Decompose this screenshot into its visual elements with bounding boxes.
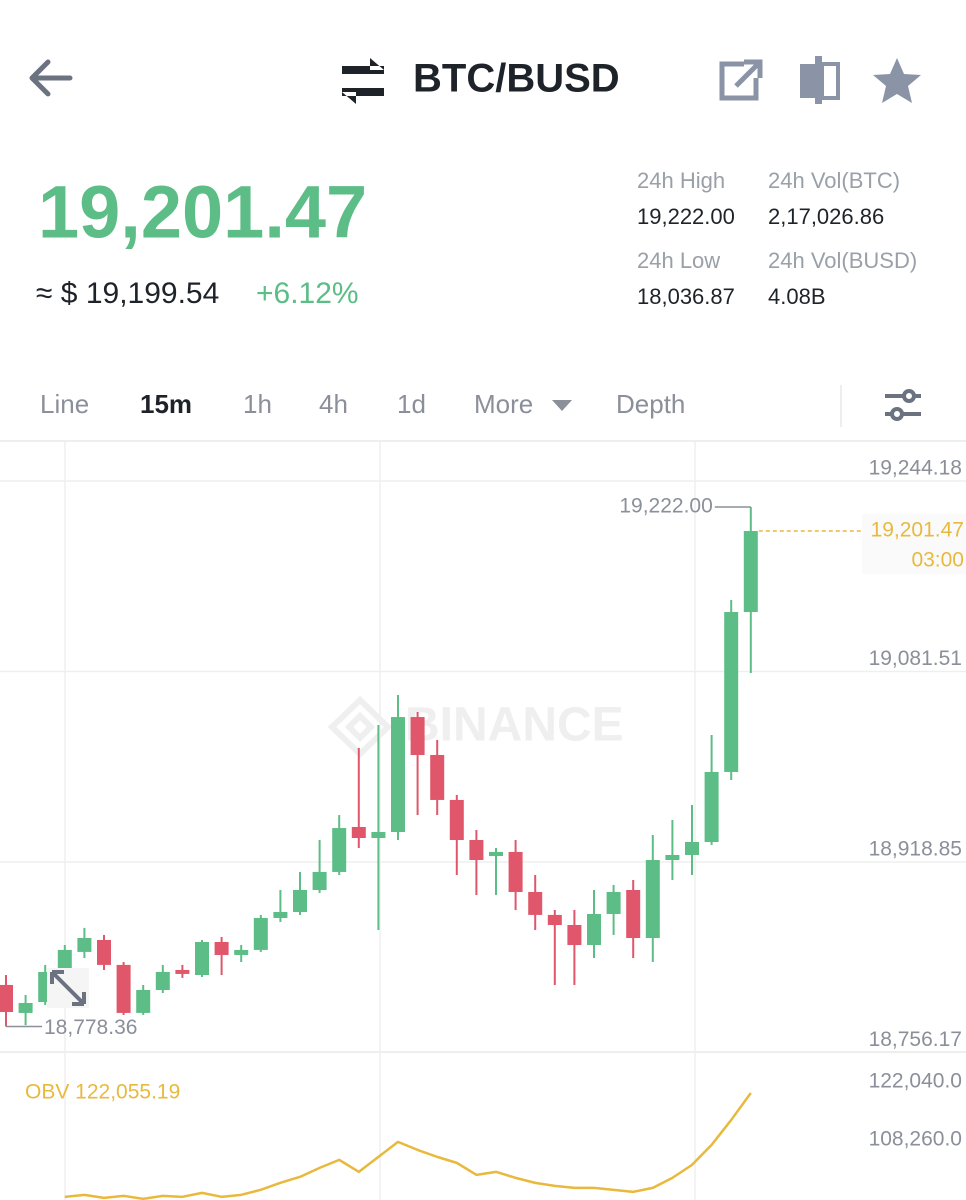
watermark-diamond (344, 711, 376, 743)
back-button[interactable] (29, 59, 73, 97)
compare-button[interactable] (800, 56, 840, 104)
candle-body (116, 964, 131, 1013)
fiat-price: ≈ $ 19,199.54 (36, 277, 219, 310)
candle-body (724, 612, 739, 772)
tab[interactable]: Depth (616, 389, 685, 419)
candle-body (685, 841, 699, 855)
candle-body (665, 854, 680, 861)
candle-body (743, 531, 758, 613)
high-label: 19,222.00 (619, 495, 712, 518)
pair-title: BTC/BUSD (413, 57, 620, 101)
candle-body (312, 871, 327, 890)
candle-body (587, 913, 601, 946)
candle-body (234, 949, 249, 955)
countdown-label: 03:00 (911, 549, 964, 572)
candle-body (391, 717, 405, 833)
candle-body (547, 914, 562, 925)
candle-body (18, 1002, 33, 1013)
watermark-logo (327, 695, 393, 759)
stat-label: 24h Vol(BUSD) (768, 248, 917, 273)
candle-body (351, 826, 366, 838)
swap-top (342, 58, 384, 74)
share-box (719, 61, 759, 101)
candle-body (57, 949, 72, 970)
candle-body (410, 717, 425, 755)
tab[interactable]: Line (40, 389, 89, 419)
expand-button[interactable] (47, 968, 89, 1008)
candle-body (567, 924, 582, 946)
obv-tick-label: 122,040.0 (869, 1070, 962, 1093)
compare-bar (815, 56, 822, 104)
candle-body (97, 939, 111, 965)
last-price-tag (862, 514, 966, 575)
candle-body (371, 832, 386, 838)
stat-label: 24h High (637, 168, 725, 193)
candle-body (253, 917, 268, 950)
low-label: 18,778.36 (44, 1016, 137, 1039)
candle-body (136, 989, 151, 1013)
tab[interactable]: 1h (243, 389, 272, 419)
tab[interactable]: More (474, 389, 533, 419)
compare-left (800, 64, 816, 98)
candle-body (528, 891, 543, 915)
candle-body (155, 971, 170, 990)
last-price-label: 19,201.47 (871, 519, 964, 542)
chart-layer: 19,244.18 19,081.51 18,918.85 18,756.17 19,2… (0, 457, 966, 1200)
tab[interactable]: 1d (397, 389, 426, 419)
obv-tick-label: 108,260.0 (869, 1127, 962, 1150)
candle-body (449, 799, 464, 840)
swap-bottom (342, 88, 384, 104)
candle-body (704, 771, 719, 842)
candle-body (606, 891, 621, 914)
settings-knob (890, 407, 904, 421)
candle-body (469, 839, 484, 861)
dropdown-caret (552, 400, 572, 411)
swap-button[interactable] (342, 58, 384, 104)
last-price: 19,201.47 (38, 171, 367, 254)
stat-value: 19,222.00 (637, 204, 735, 229)
price-change: +6.12% (256, 277, 359, 310)
favorite-button[interactable] (873, 58, 921, 103)
share-button[interactable] (719, 59, 763, 101)
y-tick-label: 18,918.85 (869, 837, 962, 860)
candle-body (489, 851, 503, 857)
tab[interactable]: 4h (319, 389, 348, 419)
obv-label: OBV 122,055.19 (25, 1081, 180, 1104)
candle-body (332, 828, 347, 872)
candle-body (293, 889, 307, 912)
candle-body (0, 984, 13, 1012)
back-arrow (29, 59, 73, 97)
stat-label: 24h Low (637, 248, 720, 273)
candle-body (626, 889, 641, 938)
candle-body (645, 860, 660, 938)
settings-knob (902, 389, 916, 403)
stat-value: 4.08B (768, 284, 826, 309)
candle-body (214, 941, 229, 955)
stat-value: 18,036.87 (637, 284, 735, 309)
candle-body (175, 969, 190, 974)
stat-value: 2,17,026.86 (768, 204, 884, 229)
share-arrow (734, 59, 763, 88)
candle-body (508, 851, 523, 892)
tab[interactable]: 15m (140, 389, 192, 419)
expand-arrow (50, 970, 86, 1006)
obv-line (64, 1092, 752, 1200)
indicator-settings[interactable] (885, 389, 921, 421)
watermark: BINANCE (405, 699, 624, 752)
candle-body (195, 941, 209, 975)
stat-label: 24h Vol(BTC) (768, 168, 900, 193)
candle-body (430, 754, 445, 800)
candle-body (273, 911, 288, 918)
y-tick-label: 18,756.17 (869, 1028, 962, 1051)
watermark-diamond (327, 695, 393, 759)
y-tick-label: 19,244.18 (869, 457, 962, 480)
compare-right (820, 62, 840, 100)
y-tick-label: 19,081.51 (869, 647, 962, 670)
candle-body (77, 937, 92, 952)
vertical-grid (64, 442, 696, 1200)
